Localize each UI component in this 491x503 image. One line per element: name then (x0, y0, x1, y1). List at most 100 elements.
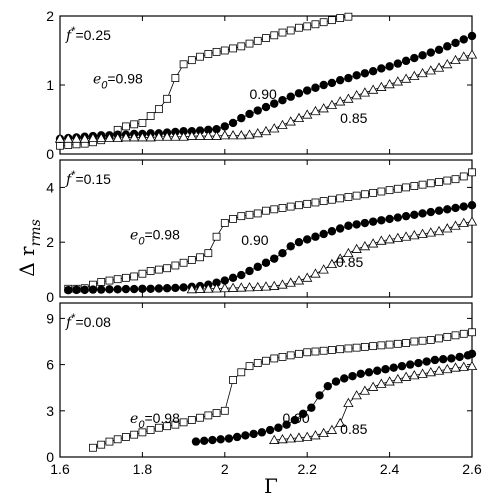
data-point-circle (335, 224, 345, 233)
data-point-circle (467, 349, 477, 359)
data-point-circle (418, 209, 427, 218)
data-point-triangle (219, 282, 230, 293)
panel-label: f*=0.15 (65, 169, 111, 188)
data-point-triangle (343, 247, 354, 258)
data-point-square (196, 413, 204, 422)
data-point-circle (154, 284, 164, 293)
data-point-circle (303, 235, 312, 244)
series-annotation: 0.90 (250, 86, 277, 102)
data-point-circle (377, 64, 386, 73)
panel-3: 1.6 1.8 2 2.2 2.4 2.6 0 3 6 9 f*=0.08 e0=0.98 0.90 0.… (46, 302, 482, 477)
data-point-triangle (87, 132, 99, 143)
data-point-triangle (351, 90, 362, 100)
axes-frame (59, 302, 473, 458)
data-point-circle (381, 365, 390, 374)
y-axis-label: Δ rrms (15, 219, 44, 277)
data-point-square (295, 201, 303, 210)
data-point-circle (270, 254, 279, 263)
data-point-square (402, 339, 410, 347)
data-point-square (220, 219, 229, 227)
data-point-circle (245, 266, 254, 276)
data-point-square (187, 256, 196, 264)
series-annotation: 0.85 (340, 110, 367, 126)
data-point-circle (298, 409, 308, 419)
data-point-triangle (334, 96, 346, 106)
data-point-triangle (310, 430, 321, 440)
data-point-circle (138, 284, 147, 293)
data-point-circle (385, 62, 394, 71)
data-point-circle (356, 369, 365, 379)
data-point-circle (348, 371, 357, 381)
series-annotation: e0=0.98 (93, 71, 143, 92)
data-point-square (187, 56, 196, 65)
data-point-circle (105, 285, 114, 294)
data-point-triangle (359, 240, 371, 251)
data-point-triangle (417, 368, 428, 378)
data-point-triangle (450, 54, 461, 65)
data-point-triangle (351, 243, 362, 253)
data-point-triangle (367, 381, 379, 391)
data-point-circle (443, 42, 452, 51)
data-point-circle (80, 285, 89, 295)
data-point-circle (344, 221, 353, 230)
data-point-square (336, 345, 345, 354)
data-point-circle (459, 202, 468, 211)
y-tick-label: 2 (46, 234, 54, 250)
data-point-triangle (260, 125, 272, 136)
data-point-square (196, 253, 204, 262)
data-point-triangle (293, 432, 305, 442)
data-point-square (311, 198, 320, 207)
data-point-triangle (433, 365, 445, 375)
data-point-square (122, 122, 130, 131)
data-point-square (237, 42, 246, 51)
data-point-circle (274, 423, 283, 432)
panel-1: 0 1 2 f*=0.25 e0=0.98 0.90 0.85 (46, 8, 478, 162)
data-point-square (154, 423, 163, 432)
data-point-triangle (400, 73, 412, 83)
data-point-triangle (153, 131, 165, 141)
data-point-circle (315, 391, 324, 400)
data-point-square (212, 47, 221, 56)
data-point-triangle (417, 228, 428, 238)
data-point-circle (401, 56, 411, 66)
data-point-square (443, 332, 452, 341)
data-point-triangle (458, 217, 469, 227)
data-point-circle (278, 248, 287, 258)
x-tick-label: 2.6 (462, 461, 482, 477)
data-point-triangle (450, 220, 461, 230)
panels: 0 1 2 f*=0.25 e0=0.98 0.90 0.85 0 2 4 f*=0.15 e0=0.… (46, 8, 482, 477)
data-point-square (105, 437, 114, 446)
data-point-triangle (302, 431, 313, 441)
data-point-square (418, 180, 427, 189)
data-point-triangle (137, 132, 148, 142)
data-point-square (451, 331, 460, 340)
data-point-square (270, 354, 279, 363)
data-point-circle (212, 124, 221, 134)
series-annotation: 0.85 (336, 254, 363, 270)
data-point-square (113, 435, 122, 444)
data-point-circle (261, 102, 271, 112)
y-tick-label: 0 (46, 289, 54, 305)
data-point-square (171, 261, 180, 270)
data-point-square (286, 202, 295, 211)
data-point-square (369, 342, 378, 351)
x-tick-label: 2 (221, 461, 229, 477)
data-point-circle (237, 270, 246, 280)
data-point-triangle (112, 132, 123, 143)
data-point-triangle (458, 361, 469, 371)
data-point-triangle (334, 417, 346, 428)
data-point-square (212, 232, 221, 241)
data-point-square (122, 273, 130, 282)
series-annotation: 0.90 (241, 232, 268, 248)
data-point-square (146, 112, 155, 120)
data-point-circle (282, 420, 291, 429)
data-point-triangle (334, 253, 346, 263)
data-point-triangle (194, 130, 206, 140)
data-point-square (377, 187, 386, 196)
data-point-square (410, 337, 419, 346)
data-point-square (146, 426, 155, 434)
data-point-triangle (318, 264, 329, 274)
data-point-square (105, 276, 114, 285)
data-point-circle (434, 206, 444, 215)
data-point-circle (426, 48, 435, 57)
